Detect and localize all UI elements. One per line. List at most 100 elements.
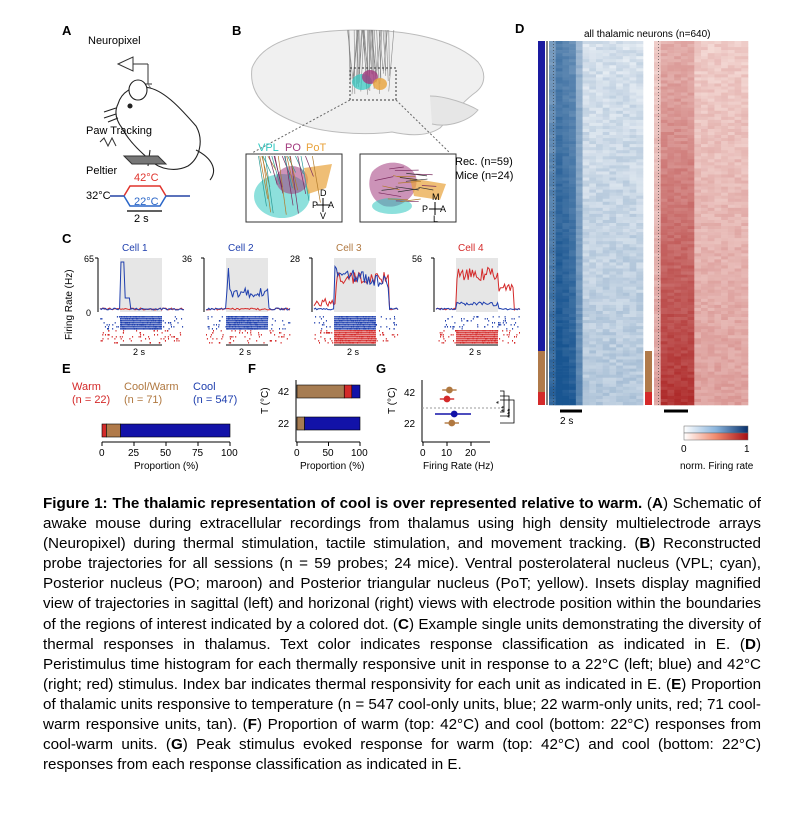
heat-cell (707, 223, 715, 227)
heat-cell (660, 204, 668, 209)
heat-cell (707, 171, 715, 175)
heat-cell (734, 156, 742, 160)
heat-cell (714, 186, 722, 190)
heat-cell (616, 398, 624, 403)
heat-cell (741, 59, 749, 63)
heat-cell (667, 304, 675, 309)
heat-cell (667, 135, 675, 139)
heat-cell (660, 314, 668, 318)
heat-cell (660, 71, 668, 75)
heat-cell (741, 259, 749, 263)
heat-cell (734, 383, 742, 388)
heat-cell (622, 198, 630, 203)
heat-cell (741, 298, 749, 303)
heat-cell (629, 244, 637, 248)
heat-cell (741, 68, 749, 72)
heat-cell (660, 307, 668, 312)
f-tick-label: 50 (323, 448, 335, 459)
heat-cell (680, 353, 688, 357)
heat-cell (687, 226, 695, 230)
heat-cell (569, 204, 577, 209)
heat-cell (569, 368, 577, 372)
heat-cell (616, 147, 624, 151)
spike (140, 336, 142, 338)
heat-cell (629, 56, 637, 60)
heat-cell (687, 256, 695, 260)
heat-cell (562, 271, 570, 275)
heat-cell (727, 65, 735, 69)
heat-cell (680, 377, 688, 382)
spike (282, 320, 284, 322)
heat-cell (654, 125, 662, 130)
heat-cell (654, 119, 662, 124)
heat-cell (660, 301, 668, 306)
heat-cell (701, 350, 709, 354)
heat-cell (609, 207, 617, 212)
heat-cell (596, 150, 604, 154)
heat-cell (707, 292, 715, 297)
heat-cell (667, 301, 675, 306)
spike (232, 336, 234, 338)
heat-cell (714, 310, 722, 315)
heat-cell (734, 174, 742, 178)
spike (494, 322, 496, 324)
heat-cell (549, 226, 557, 230)
heat-cell (555, 116, 563, 121)
heat-cell (555, 162, 563, 166)
spike (514, 336, 515, 338)
heat-cell (589, 347, 597, 351)
heat-cell (654, 86, 662, 90)
heat-cell (707, 116, 715, 121)
heat-cell (609, 159, 617, 163)
heat-cell (549, 156, 557, 160)
heat-cell (727, 326, 735, 330)
heat-cell (629, 219, 637, 224)
heat-cell (687, 332, 695, 336)
heat-cell (727, 304, 735, 309)
heat-cell (707, 174, 715, 178)
spike (322, 316, 324, 318)
heat-cell (609, 283, 617, 287)
heat-cell (602, 80, 610, 84)
heat-cell (660, 317, 668, 321)
heat-cell (701, 259, 709, 263)
heat-cell (596, 180, 604, 184)
heat-cell (687, 122, 695, 127)
heat-cell (629, 280, 637, 284)
heat-cell (674, 283, 682, 287)
spike (140, 334, 142, 336)
heat-cell (596, 392, 604, 397)
spike (123, 332, 124, 334)
spike (106, 324, 108, 326)
heat-cell (727, 165, 735, 169)
heat-cell (636, 89, 644, 93)
spike (502, 340, 504, 342)
heat-cell (549, 259, 557, 263)
heat-cell (714, 144, 722, 148)
heat-cell (714, 71, 722, 75)
heat-cell (714, 198, 722, 203)
heat-cell (602, 326, 610, 330)
spike (444, 326, 446, 328)
heat-cell (660, 353, 668, 357)
heat-cell (721, 226, 729, 230)
heat-cell (622, 98, 630, 102)
heat-cell (622, 350, 630, 354)
heat-cell (555, 401, 563, 406)
heat-cell (701, 189, 709, 193)
heat-cell (741, 238, 749, 242)
heat-cell (582, 59, 590, 63)
heat-cell (660, 195, 668, 200)
heat-cell (654, 241, 662, 245)
heat-cell (721, 189, 729, 193)
spike (487, 324, 489, 326)
heat-cell (707, 359, 715, 363)
heat-cell (654, 198, 662, 203)
spike (463, 318, 465, 320)
heat-cell (582, 71, 590, 75)
heat-cell (636, 192, 644, 196)
heat-cell (687, 98, 695, 102)
heat-cell (694, 83, 702, 87)
heat-cell (622, 41, 630, 45)
spike (206, 338, 208, 340)
